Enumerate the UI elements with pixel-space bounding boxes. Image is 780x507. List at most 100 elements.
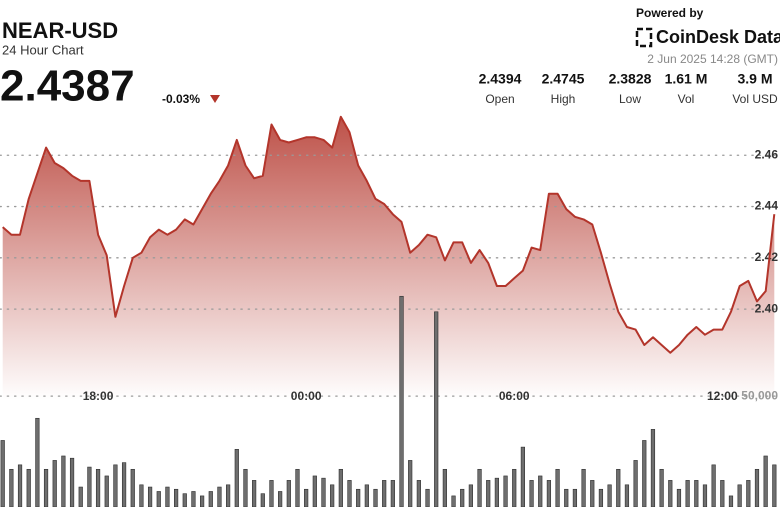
subtitle: 24 Hour Chart (2, 42, 84, 57)
volume-bar (0, 440, 5, 507)
volume-bar (165, 486, 170, 507)
volume-bar (434, 311, 439, 507)
volume-bar (87, 466, 92, 507)
volume-bar (130, 468, 135, 507)
volume-bar (200, 495, 205, 507)
volume-bar (182, 493, 187, 507)
volume-bar (728, 495, 734, 507)
volume-bar (555, 468, 560, 507)
x-tick-label: 12:00 (707, 389, 738, 403)
stat-value: 3.9 M (737, 71, 772, 87)
stat-label: Low (619, 92, 641, 106)
volume-bar (685, 480, 690, 507)
volume-bar (9, 468, 14, 507)
volume-bar (581, 468, 586, 507)
volume-bar (494, 477, 499, 507)
volume-bar (217, 486, 222, 507)
volume-bar (399, 295, 404, 507)
volume-bar (35, 417, 40, 507)
volume-bar (304, 488, 309, 507)
volume-bar (737, 484, 742, 507)
brand-name: CoinDesk Data (656, 27, 780, 47)
volume-bar (390, 480, 395, 507)
volume-bar (286, 480, 291, 507)
x-tick-label: 18:00 (83, 389, 114, 403)
volume-bar (113, 464, 118, 507)
volume-bar (408, 460, 413, 507)
volume-bar (642, 440, 647, 507)
stat-value: 2.3828 (609, 71, 652, 87)
y-tick-label: 2.40 (755, 301, 779, 315)
volume-bar (477, 468, 482, 507)
volume-bar (538, 475, 543, 507)
volume-bar (590, 480, 595, 507)
price: 2.4387 (0, 62, 135, 111)
volume-bar (43, 468, 49, 507)
volume-bar (295, 468, 300, 507)
down-arrow (210, 95, 220, 103)
price-line (2, 115, 776, 354)
volume-bar (269, 480, 274, 507)
volume-bar (252, 480, 257, 507)
volume-bar (17, 464, 23, 507)
volume-bar (616, 468, 621, 507)
volume-bar (416, 480, 421, 507)
powered-by: Powered by (636, 6, 704, 20)
stat-label: Vol (678, 92, 695, 106)
stat-label: Vol USD (732, 92, 778, 106)
timestamp: 2 Jun 2025 14:28 (GMT) (647, 52, 778, 66)
volume-bar (451, 495, 456, 507)
brand-logo: CoinDesk Data (635, 27, 780, 48)
volume-bar (572, 488, 578, 507)
price-change: -0.03% (162, 92, 200, 106)
volume-bar (278, 491, 283, 507)
volume-bar (425, 488, 430, 507)
y-tick-label: 2.42 (755, 250, 779, 264)
volume-bar (546, 480, 552, 507)
volume-bar (139, 484, 144, 507)
volume-bar (156, 491, 161, 507)
volume-bar (633, 460, 638, 507)
volume-bar (503, 475, 508, 507)
stats: 2.4394 Open 2.4745 High 2.3828 Low 1.61 M Vol 3.… (479, 71, 778, 106)
title: NEAR-USD (2, 18, 118, 43)
volume-bar (711, 464, 716, 507)
volume-bar (772, 464, 777, 507)
volume-bar (52, 460, 57, 507)
volume-bar (607, 484, 612, 507)
volume-bar (720, 480, 725, 507)
y-tick-label: 2.44 (755, 199, 779, 213)
volume-bar (754, 468, 760, 507)
volume-bar (364, 484, 369, 507)
x-tick-label: 06:00 (499, 389, 530, 403)
stat-value: 2.4745 (542, 71, 585, 87)
volume-bar (512, 468, 517, 507)
volume-bar (356, 488, 361, 507)
volume-bar (104, 475, 109, 507)
volume-bar (121, 462, 127, 507)
volume-bar (95, 468, 101, 507)
volume-bar (382, 480, 387, 507)
volume-bar (763, 455, 768, 507)
y2-tick-label: 50,000 (741, 388, 778, 402)
volume-bar (78, 486, 83, 507)
volume-bar (321, 477, 326, 507)
volume-bar (226, 484, 231, 507)
volume-bar (208, 491, 213, 507)
header: NEAR-USD 24 Hour Chart 2.4387 -0.03% Pow… (0, 6, 780, 110)
y-tick-label: 2.46 (755, 147, 779, 161)
volume-bar (460, 488, 465, 507)
volume-bar (442, 468, 447, 507)
x-tick-label: 00:00 (291, 389, 322, 403)
volume-bar (702, 484, 708, 507)
volume-bar (191, 491, 196, 507)
volume-bar (330, 484, 335, 507)
stat-label: High (551, 92, 576, 106)
volume-bar (650, 429, 656, 507)
volume-bar (69, 457, 75, 507)
volume-bar (312, 475, 317, 507)
stat-value: 2.4394 (479, 71, 522, 87)
volume-bar (520, 446, 525, 507)
